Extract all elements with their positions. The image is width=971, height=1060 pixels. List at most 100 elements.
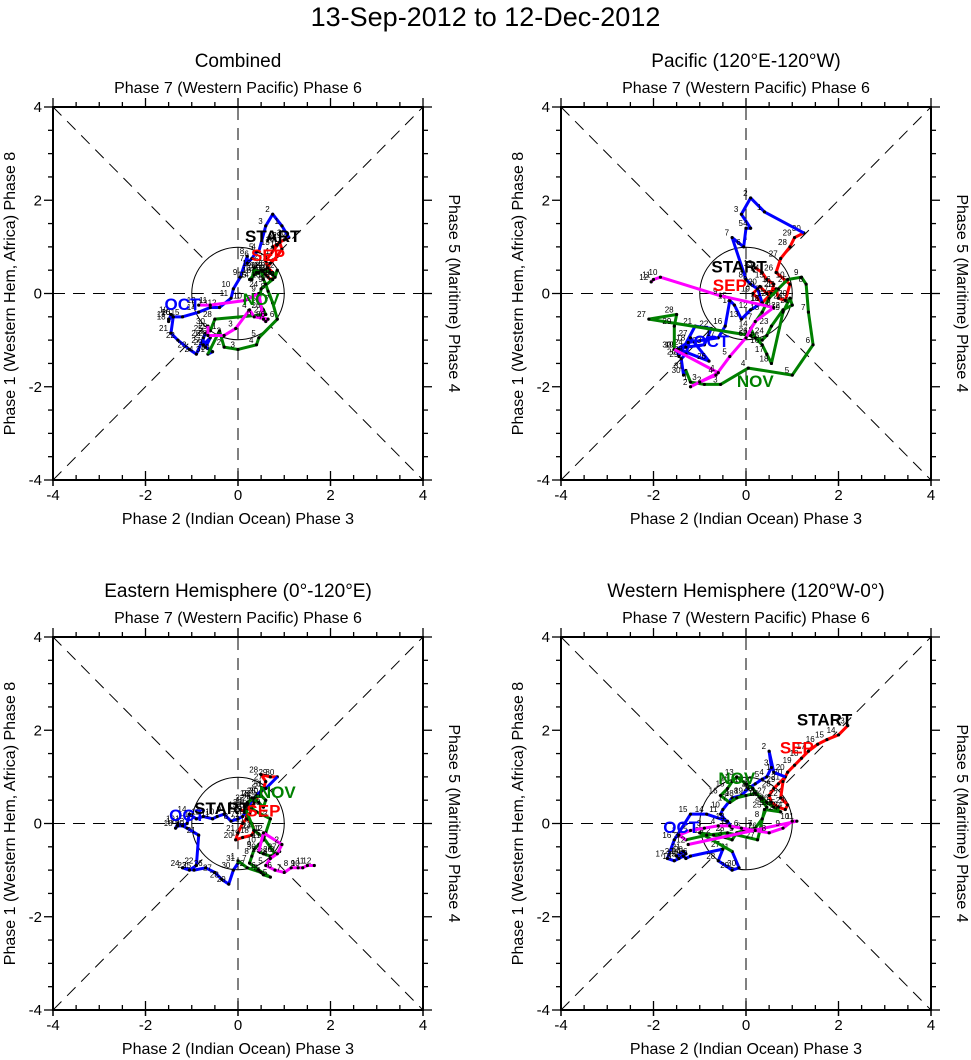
day-point xyxy=(781,779,785,784)
day-label: 20 xyxy=(667,347,676,356)
day-point xyxy=(231,287,235,291)
day-label: 23 xyxy=(776,796,785,805)
panel-title: Eastern Hemisphere (0°-120°E) xyxy=(104,581,372,602)
day-point xyxy=(681,373,686,377)
start-label: START xyxy=(245,227,301,246)
day-point xyxy=(769,324,774,328)
day-label: 26 xyxy=(739,326,748,335)
day-point xyxy=(753,791,757,795)
day-point xyxy=(261,277,266,282)
day-label: 13 xyxy=(836,717,845,726)
day-label: 5 xyxy=(722,347,727,356)
day-label: 4 xyxy=(711,817,716,826)
day-point xyxy=(702,826,706,830)
day-point xyxy=(739,826,743,830)
day-point xyxy=(765,805,769,809)
day-point xyxy=(296,866,300,870)
panel-title: Western Hemisphere (120°W-0°) xyxy=(607,581,884,602)
day-label: 11 xyxy=(786,812,795,821)
day-label: 3 xyxy=(734,205,739,214)
day-label: 5 xyxy=(240,801,245,810)
day-label: 16 xyxy=(709,787,718,796)
day-label: 24 xyxy=(672,847,681,856)
day-label: 27 xyxy=(203,863,212,872)
day-label: 17 xyxy=(247,794,256,803)
day-point xyxy=(746,366,750,370)
day-label: 10 xyxy=(221,280,230,289)
day-label: 14 xyxy=(720,773,729,782)
day-point xyxy=(688,812,693,816)
day-label: 7 xyxy=(240,254,245,263)
day-label: 2 xyxy=(706,826,711,835)
day-point xyxy=(725,819,730,823)
day-point xyxy=(197,303,201,307)
panel-4: Western Hemisphere (120°W-0°) Phase 7 (We… xyxy=(510,581,970,1058)
day-point xyxy=(268,856,272,861)
day-label: 4 xyxy=(242,301,247,310)
month-label-nov: NOV xyxy=(737,372,775,391)
day-label: 25 xyxy=(753,801,762,810)
day-label: 16 xyxy=(662,831,671,840)
panel-title: Combined xyxy=(195,51,282,72)
start-label: START xyxy=(797,711,853,730)
day-point xyxy=(772,770,776,774)
day-label: 27 xyxy=(254,773,263,782)
day-point xyxy=(688,380,693,384)
y-tick-label: 4 xyxy=(542,629,550,646)
day-point xyxy=(649,280,653,284)
day-label: 13 xyxy=(198,298,207,307)
day-label: 27 xyxy=(757,787,766,796)
day-point xyxy=(194,352,198,356)
day-point xyxy=(749,308,753,312)
day-label: 28 xyxy=(778,238,787,247)
y-tick-label: 0 xyxy=(34,816,42,833)
day-label: 10 xyxy=(233,291,242,300)
day-point xyxy=(275,242,279,247)
day-point xyxy=(758,796,762,800)
day-label: 5 xyxy=(722,817,727,826)
day-point xyxy=(776,782,780,786)
day-point xyxy=(760,777,764,781)
day-label: 28 xyxy=(706,852,715,861)
day-label: 19 xyxy=(734,787,743,796)
x-tick-label: 4 xyxy=(927,487,935,504)
day-label: 2 xyxy=(762,742,767,751)
day-label: 18 xyxy=(760,354,769,363)
day-point xyxy=(760,817,764,821)
day-point xyxy=(194,863,198,868)
day-point xyxy=(846,723,850,728)
day-point xyxy=(271,273,275,277)
day-label: 7 xyxy=(265,294,270,303)
day-label: 17 xyxy=(760,285,769,294)
day-label: 11 xyxy=(642,271,651,280)
day-point xyxy=(229,296,233,300)
day-point xyxy=(264,779,268,784)
day-point xyxy=(222,345,226,349)
day-label: 18 xyxy=(662,852,671,861)
day-point xyxy=(245,803,249,807)
y-tick-label: 4 xyxy=(34,629,42,646)
day-point xyxy=(686,842,690,847)
day-label: 14 xyxy=(750,264,759,273)
day-point xyxy=(245,800,249,805)
day-label: 3 xyxy=(249,787,254,796)
day-label: 6 xyxy=(806,336,811,345)
month-label-oct: OCT xyxy=(169,806,206,825)
day-label: 21 xyxy=(683,317,692,326)
day-label: 29 xyxy=(217,875,226,884)
day-label: 17 xyxy=(157,310,166,319)
day-point xyxy=(268,270,272,275)
day-label: 7 xyxy=(277,863,282,872)
day-label: 1 xyxy=(757,203,762,212)
day-label: 17 xyxy=(718,794,727,803)
day-point xyxy=(760,338,764,342)
right-axis-label: Phase 5 (Maritime) Phase 4 xyxy=(953,194,970,392)
day-label: 22 xyxy=(665,847,674,856)
day-label: 8 xyxy=(799,275,804,284)
day-label: 23 xyxy=(760,317,769,326)
day-label: 16 xyxy=(713,317,722,326)
day-label: 14 xyxy=(233,803,242,812)
day-point xyxy=(259,268,263,272)
day-point xyxy=(252,828,256,833)
x-tick-label: 2 xyxy=(326,1017,334,1034)
